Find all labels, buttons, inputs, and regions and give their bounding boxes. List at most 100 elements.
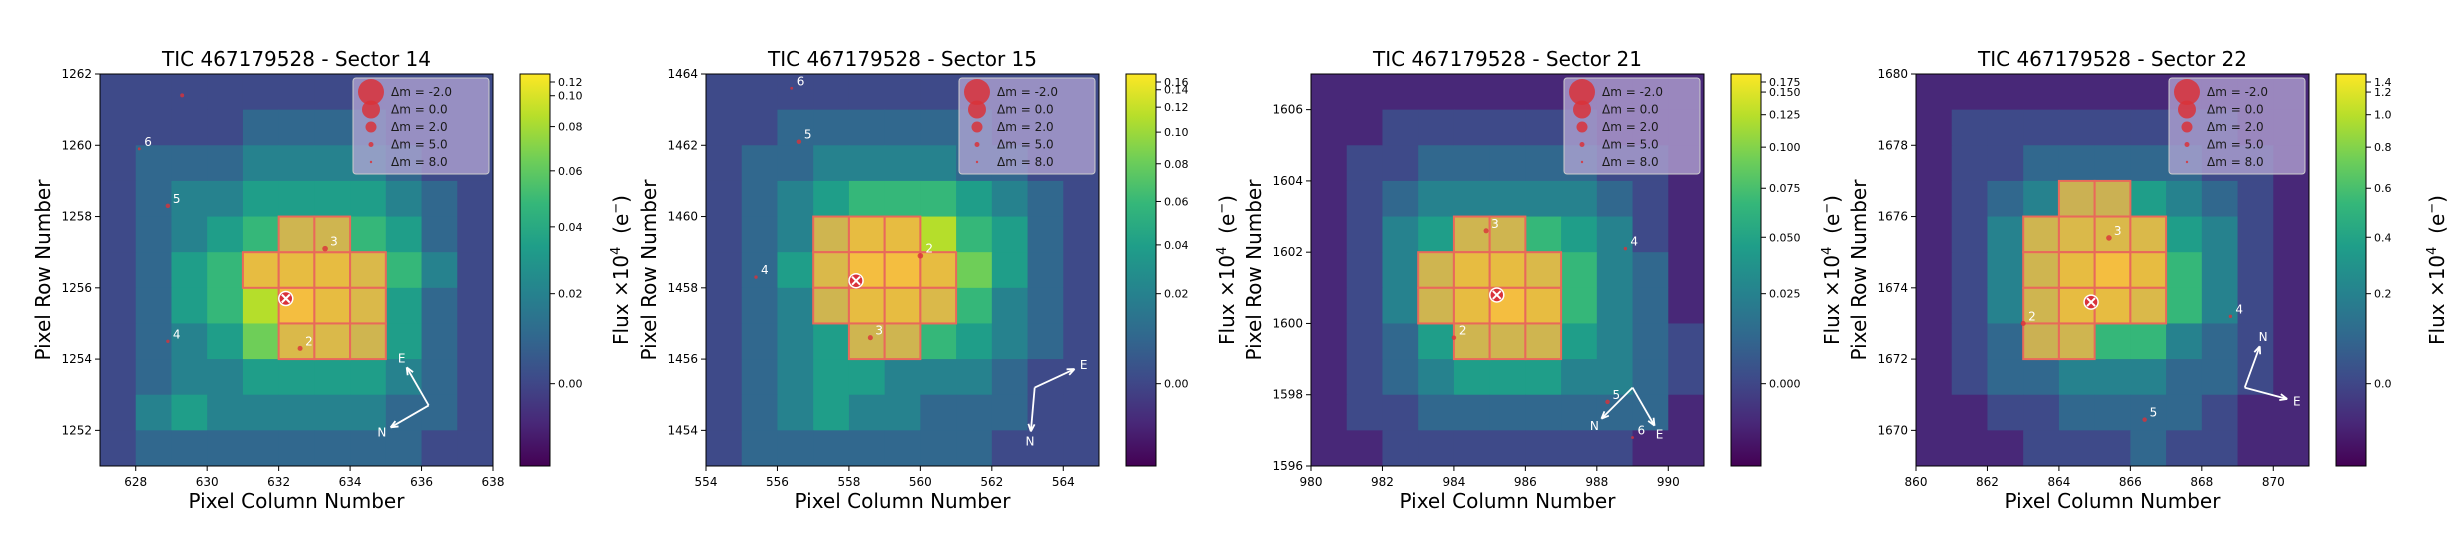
heatmap-cell bbox=[1489, 109, 1526, 146]
colorbar-tick-label: 0.04 bbox=[558, 221, 583, 234]
colorbar-tick-label: 0.10 bbox=[1164, 126, 1189, 139]
aperture-pixel bbox=[349, 286, 387, 325]
heatmap-cell bbox=[1916, 252, 1953, 289]
y-tick-label: 1262 bbox=[61, 67, 92, 81]
heatmap-cell bbox=[2094, 359, 2131, 396]
heatmap-cell bbox=[920, 394, 957, 431]
heatmap-cell bbox=[135, 287, 172, 324]
colorbar-tick-label: 0.8 bbox=[2374, 141, 2392, 154]
heatmap-cell bbox=[706, 74, 743, 111]
aperture-pixel bbox=[1452, 215, 1491, 254]
source-label: 2 bbox=[305, 334, 313, 348]
heatmap-cell bbox=[1525, 394, 1562, 431]
colorbar-tick-label: 0.025 bbox=[1769, 288, 1801, 301]
chart-title: TIC 467179528 - Sector 14 bbox=[161, 47, 431, 71]
magnitude-legend: Δm = -2.0 Δm = 0.0 Δm = 2.0 Δm = 5.0 Δm = 8.… bbox=[1563, 77, 1701, 175]
heatmap-cell bbox=[2023, 180, 2060, 218]
heatmap-cell bbox=[1596, 394, 1634, 431]
y-tick-label: 1454 bbox=[667, 423, 698, 437]
heatmap-cell bbox=[1632, 394, 1669, 431]
x-tick-label: 982 bbox=[1371, 475, 1394, 489]
source-label: 5 bbox=[804, 128, 812, 142]
source-label: 3 bbox=[1491, 217, 1499, 231]
heatmap-cell bbox=[813, 359, 850, 396]
heatmap-cell bbox=[1063, 287, 1100, 324]
heatmap-cell bbox=[706, 109, 743, 146]
heatmap-cell bbox=[242, 394, 280, 431]
source-marker bbox=[796, 139, 802, 144]
heatmap-cell bbox=[2058, 74, 2096, 111]
colorbar-label: Flux ×104 (e−) bbox=[1215, 195, 1239, 345]
heatmap-cell bbox=[242, 145, 280, 182]
x-axis-label: Pixel Column Number bbox=[795, 489, 1012, 513]
heatmap-cell bbox=[1596, 252, 1634, 289]
heatmap-cell bbox=[1489, 359, 1526, 396]
heatmap-cell bbox=[1561, 394, 1598, 431]
y-tick-label: 1598 bbox=[1272, 388, 1303, 402]
heatmap-cell bbox=[2237, 359, 2274, 396]
legend-marker bbox=[968, 100, 986, 119]
heatmap-cell bbox=[2130, 145, 2167, 182]
heatmap-cell bbox=[1668, 394, 1705, 431]
heatmap-cell bbox=[1916, 287, 1953, 324]
colorbar-tick-label: 0.075 bbox=[1769, 182, 1801, 195]
heatmap-cell bbox=[1916, 323, 1953, 360]
heatmap-cell bbox=[1951, 252, 1988, 289]
heatmap-cell bbox=[2166, 216, 2203, 253]
legend-marker bbox=[964, 79, 990, 105]
heatmap-cell bbox=[884, 74, 921, 111]
heatmap-cell bbox=[848, 359, 886, 396]
heatmap-cell bbox=[741, 252, 778, 289]
heatmap-cell bbox=[278, 109, 315, 146]
legend-marker bbox=[368, 142, 374, 147]
heatmap-cell bbox=[135, 145, 172, 182]
heatmap-cell bbox=[457, 430, 494, 467]
heatmap-cell bbox=[1987, 359, 2024, 396]
heatmap-cell bbox=[777, 252, 814, 289]
compass-rose: EN bbox=[1025, 358, 1087, 449]
heatmap-cell bbox=[1311, 180, 1348, 218]
heatmap-cell bbox=[2130, 359, 2167, 396]
heatmap-cell bbox=[421, 287, 458, 324]
heatmap-cell bbox=[2094, 394, 2131, 431]
heatmap-cell bbox=[350, 430, 387, 467]
heatmap-cell bbox=[1561, 323, 1598, 360]
heatmap-cell bbox=[2166, 430, 2203, 467]
heatmap-cell bbox=[2023, 394, 2060, 431]
colorbar-tick-label: 0.00 bbox=[1164, 378, 1189, 391]
heatmap-cell bbox=[2130, 394, 2167, 431]
heatmap-cell bbox=[1453, 430, 1491, 467]
heatmap-cell bbox=[2094, 430, 2131, 467]
heatmap-cell bbox=[884, 145, 921, 182]
heatmap-cell bbox=[991, 430, 1029, 467]
legend-label: Δm = 2.0 bbox=[391, 120, 448, 134]
source-marker bbox=[790, 86, 794, 90]
aperture-pixel bbox=[847, 286, 886, 325]
heatmap-cell bbox=[777, 180, 814, 218]
heatmap-cell bbox=[1418, 430, 1455, 467]
magnitude-legend: Δm = -2.0 Δm = 0.0 Δm = 2.0 Δm = 5.0 Δm = 8.… bbox=[352, 77, 490, 175]
heatmap-cell bbox=[1418, 180, 1455, 218]
legend-marker bbox=[1569, 79, 1595, 105]
heatmap-cell bbox=[1916, 180, 1953, 218]
heatmap-cell bbox=[1668, 430, 1705, 467]
x-tick-label: 862 bbox=[1976, 475, 1999, 489]
aperture-pixel bbox=[1452, 251, 1491, 289]
compass-arrowhead bbox=[1600, 410, 1610, 420]
heatmap-cell bbox=[421, 252, 458, 289]
compass-arrow-N bbox=[1029, 387, 1036, 432]
source-marker bbox=[1451, 335, 1457, 340]
source-label: 3 bbox=[875, 324, 883, 338]
heatmap-cell bbox=[1382, 74, 1419, 111]
heatmap-cell bbox=[813, 109, 850, 146]
heatmap-cell bbox=[1561, 216, 1598, 253]
heatmap-cell bbox=[1987, 145, 2024, 182]
legend-label: Δm = 8.0 bbox=[1602, 155, 1659, 169]
y-axis-label: Pixel Row Number bbox=[637, 179, 661, 361]
heatmap-cell bbox=[1668, 359, 1705, 396]
heatmap-cell bbox=[706, 216, 743, 253]
source-label: 4 bbox=[1630, 235, 1638, 249]
gaia-sources: 2 3 4 5 6 bbox=[754, 74, 933, 341]
heatmap-cell bbox=[956, 216, 993, 253]
source-marker bbox=[166, 339, 170, 343]
